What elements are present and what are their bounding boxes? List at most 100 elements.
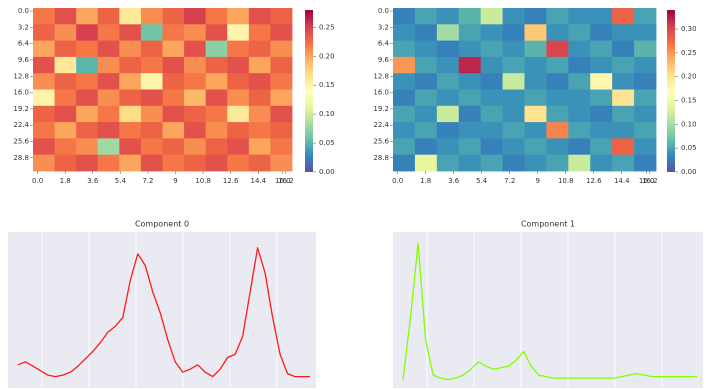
heatmap-cell [33,89,55,107]
heatmap-cell [97,73,120,90]
heatmap-cell [524,56,547,74]
heatmap-cell [184,138,207,156]
heatmap-cell [414,154,438,172]
heatmap-cell [248,105,271,123]
y-tick-label: 0.0 [378,7,389,15]
heatmap-cell [568,73,591,90]
heatmap-cell [184,40,207,58]
heatmap-cell [227,138,250,156]
heatmap-cell [393,154,416,172]
heatmap-cell [568,40,591,58]
heatmap-cell [393,105,416,123]
heatmap-cell [634,56,657,74]
heatmap-cell [33,40,55,58]
line-series [402,242,697,381]
heatmap-cell [414,122,438,139]
y-tick-label: 22.4 [13,121,29,129]
x-tick-label: 7.2 [504,177,515,185]
heatmap-cell [76,89,99,107]
heatmap-cell [97,138,120,156]
heatmap-cell [546,56,569,74]
heatmap-cell [480,73,503,90]
heatmap-cell [248,73,271,90]
heatmap-cell [612,24,635,41]
heatmap-cell [480,8,503,25]
heatmap-cell [590,122,613,139]
heatmap-cell [524,8,547,25]
heatmap-cell [54,122,77,139]
x-tick-label: 16.2 [642,177,658,185]
heatmap-cell [393,73,416,90]
heatmap-cell [54,105,77,123]
heatmap-cell [568,89,591,107]
x-tick-label: 14.4 [250,177,266,185]
heatmap-cell [227,154,250,172]
colorbar-tick-label: 0.20 [681,73,697,81]
heatmap-cell [97,154,120,172]
heatmap-cell [502,138,525,156]
heatmap-cell [546,154,569,172]
heatmap-cell [248,56,271,74]
heatmap-cell [162,105,185,123]
heatmap-cell [568,105,591,123]
colorbar [667,10,675,172]
heatmap-cell [227,73,250,90]
heatmap-cell [162,24,185,41]
heatmap-cell [393,56,416,74]
heatmap-cell [524,105,547,123]
heatmap-cell [162,56,185,74]
heatmap-cell [119,138,142,156]
heatmap-cell [458,8,482,25]
y-tick-label: 28.8 [13,154,29,162]
y-tick-label: 12.8 [13,72,29,80]
heatmap-cell [546,122,569,139]
line-series [17,247,310,378]
colorbar-tick-label: 0.05 [319,139,335,147]
heatmap-cell [634,89,657,107]
heatmap-cell [76,73,99,90]
heatmap-cell [458,122,482,139]
heatmap-cell [270,24,293,41]
heatmap-cell [612,105,635,123]
heatmap-cell [97,24,120,41]
heatmap-cell [76,154,99,172]
heatmap-cell [162,89,185,107]
heatmap-cell [119,154,142,172]
heatmap-cell [248,89,271,107]
heatmap-cell [33,8,55,25]
heatmap-cell [458,56,482,74]
heatmap-cell [612,8,635,25]
heatmap-cell [436,154,460,172]
heatmap-cell [33,105,55,123]
heatmap-cell [76,138,99,156]
heatmap-cell [590,89,613,107]
heatmap-cell [524,122,547,139]
heatmap-cell [140,40,163,58]
y-tick-label: 22.4 [373,121,389,129]
x-tick-label: 16.0 [639,177,655,185]
colorbar-tick-label: 0.00 [681,168,697,176]
heatmap-cell [414,40,438,58]
heatmap-cell [546,89,569,107]
heatmap-cell [480,105,503,123]
heatmap-cell [458,40,482,58]
heatmap-cell [205,73,228,90]
heatmap-cell [54,40,77,58]
x-tick-label: 5.4 [115,177,127,185]
heatmap-cell [184,154,207,172]
heatmap-cell [436,8,460,25]
y-tick-label: 19.2 [373,105,389,113]
heatmap-cell [248,24,271,41]
heatmap-cell [54,138,77,156]
heatmap-cell [97,89,120,107]
heatmap-cell [119,56,142,74]
heatmap-cell [436,138,460,156]
colorbar-tick-label: 0.25 [681,49,697,57]
x-tick-label: 1.8 [60,177,71,185]
heatmap-cell [458,138,482,156]
heatmap-cell [524,138,547,156]
heatmap-cell [248,40,271,58]
x-tick-label: 10.8 [558,177,574,185]
y-tick-label: 3.2 [378,23,389,31]
x-tick-label: 16.2 [278,177,294,185]
